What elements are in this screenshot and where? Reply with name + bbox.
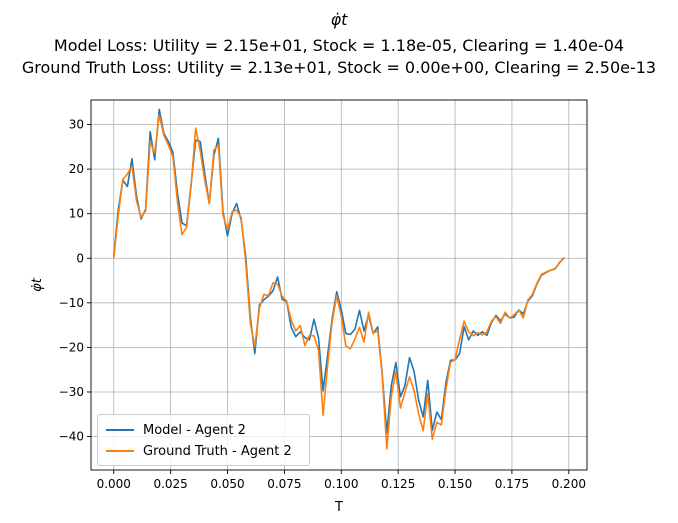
chart-title: φ̇t xyxy=(330,10,348,29)
x-axis-label: T xyxy=(334,500,343,515)
y-tick-label: −20 xyxy=(59,340,84,354)
x-tick-label: 0.100 xyxy=(324,477,358,491)
y-axis-label: φ̇t xyxy=(30,277,45,292)
x-tick-label: 0.000 xyxy=(97,477,131,491)
x-tick-label: 0.050 xyxy=(210,477,244,491)
model-loss-subtitle: Model Loss: Utility = 2.15e+01, Stock = … xyxy=(53,36,625,55)
y-tick-label: −40 xyxy=(59,430,84,444)
legend-item-model: Model - Agent 2 xyxy=(106,421,246,439)
x-tick-label: 0.025 xyxy=(153,477,187,491)
legend-swatch-model xyxy=(106,429,134,431)
x-tick-label: 0.125 xyxy=(381,477,415,491)
axes: 0.000 0.025 0.050 0.075 0.100 0.125 0.150 0.175… xyxy=(59,99,588,491)
y-tick-label: 0 xyxy=(76,251,84,265)
legend: Model - Agent 2 Ground Truth - Agent 2 xyxy=(97,414,310,466)
series-line-ground-truth xyxy=(112,114,565,450)
y-tick-label: 30 xyxy=(69,118,84,132)
series-layer xyxy=(112,108,565,450)
plot-frame xyxy=(90,99,588,471)
ground-truth-loss-subtitle: Ground Truth Loss: Utility = 2.13e+01, S… xyxy=(21,58,657,77)
y-tick-label: 10 xyxy=(69,207,84,221)
legend-swatch-ground-truth xyxy=(106,450,134,452)
y-tick-label: −30 xyxy=(59,385,84,399)
series-line-model xyxy=(112,108,565,434)
x-tick-label: 0.175 xyxy=(495,477,529,491)
x-tick-label: 0.200 xyxy=(552,477,586,491)
x-tick-label: 0.075 xyxy=(267,477,301,491)
y-tick-label: 20 xyxy=(69,162,84,176)
legend-label-ground-truth: Ground Truth - Agent 2 xyxy=(143,443,292,459)
legend-label-model: Model - Agent 2 xyxy=(143,422,246,438)
legend-item-ground-truth: Ground Truth - Agent 2 xyxy=(106,442,292,460)
x-tick-label: 0.150 xyxy=(438,477,472,491)
y-tick-label: −10 xyxy=(59,296,84,310)
